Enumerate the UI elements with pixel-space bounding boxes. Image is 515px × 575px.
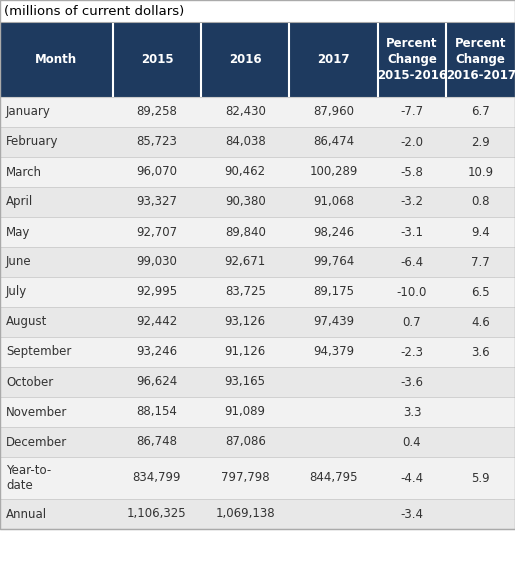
Text: 89,175: 89,175 (313, 286, 354, 298)
Text: March: March (6, 166, 42, 178)
Bar (0, 127, 515, 157)
Text: September: September (6, 346, 72, 358)
Text: 1,106,325: 1,106,325 (127, 508, 187, 520)
Text: 10.9: 10.9 (468, 166, 494, 178)
Text: October: October (6, 375, 53, 389)
Text: 86,748: 86,748 (136, 435, 178, 448)
Text: -2.0: -2.0 (401, 136, 423, 148)
Text: 2.9: 2.9 (471, 136, 490, 148)
Text: May: May (6, 225, 30, 239)
Text: -7.7: -7.7 (401, 105, 423, 118)
Text: 91,089: 91,089 (225, 405, 266, 419)
Text: 89,840: 89,840 (225, 225, 266, 239)
Bar (0, 337, 515, 367)
Bar (0, 427, 515, 457)
Text: Annual: Annual (6, 508, 47, 520)
Text: 4.6: 4.6 (471, 316, 490, 328)
Text: 89,258: 89,258 (136, 105, 177, 118)
Text: -3.2: -3.2 (401, 196, 423, 209)
Text: November: November (6, 405, 67, 419)
Text: 2015: 2015 (141, 53, 173, 66)
Text: 93,165: 93,165 (225, 375, 266, 389)
Text: 2016: 2016 (229, 53, 262, 66)
Text: 88,154: 88,154 (136, 405, 177, 419)
Text: 9.4: 9.4 (471, 225, 490, 239)
Text: 91,126: 91,126 (225, 346, 266, 358)
Text: 90,380: 90,380 (225, 196, 266, 209)
Bar (0, 157, 515, 187)
Text: 87,086: 87,086 (225, 435, 266, 448)
Text: -3.4: -3.4 (401, 508, 423, 520)
Text: 7.7: 7.7 (471, 255, 490, 269)
Text: 0.8: 0.8 (471, 196, 490, 209)
Text: 83,725: 83,725 (225, 286, 266, 298)
Text: 99,764: 99,764 (313, 255, 354, 269)
Text: January: January (6, 105, 51, 118)
Text: July: July (6, 286, 27, 298)
Text: -2.3: -2.3 (401, 346, 423, 358)
Text: 100,289: 100,289 (310, 166, 358, 178)
Text: 86,474: 86,474 (313, 136, 354, 148)
Bar (0, 397, 515, 427)
Bar (0, 277, 515, 307)
Text: 797,798: 797,798 (221, 472, 269, 485)
Text: Month: Month (36, 53, 77, 66)
Text: 94,379: 94,379 (313, 346, 354, 358)
Text: 91,068: 91,068 (313, 196, 354, 209)
Text: Percent
Change
2016-2017: Percent Change 2016-2017 (445, 37, 515, 82)
Text: 6.7: 6.7 (471, 105, 490, 118)
Text: June: June (6, 255, 31, 269)
Text: August: August (6, 316, 47, 328)
Text: 84,038: 84,038 (225, 136, 266, 148)
Text: 92,442: 92,442 (136, 316, 178, 328)
Text: (millions of current dollars): (millions of current dollars) (4, 5, 184, 17)
Text: 98,246: 98,246 (313, 225, 354, 239)
Bar (0, 499, 515, 529)
Text: 3.6: 3.6 (471, 346, 490, 358)
Text: -5.8: -5.8 (401, 166, 423, 178)
Bar (0, 187, 515, 217)
Bar (0, 22, 515, 97)
Text: -3.6: -3.6 (401, 375, 423, 389)
Text: 92,671: 92,671 (225, 255, 266, 269)
Text: February: February (6, 136, 59, 148)
Text: -6.4: -6.4 (401, 255, 423, 269)
Text: 97,439: 97,439 (313, 316, 354, 328)
Text: 844,795: 844,795 (310, 472, 358, 485)
Text: 834,799: 834,799 (133, 472, 181, 485)
Text: 87,960: 87,960 (313, 105, 354, 118)
Text: 93,126: 93,126 (225, 316, 266, 328)
Text: 2017: 2017 (317, 53, 350, 66)
Text: 93,246: 93,246 (136, 346, 178, 358)
Text: -3.1: -3.1 (401, 225, 423, 239)
Text: 85,723: 85,723 (136, 136, 177, 148)
Bar (0, 367, 515, 397)
Text: Percent
Change
2015-2016: Percent Change 2015-2016 (377, 37, 447, 82)
Text: 92,707: 92,707 (136, 225, 178, 239)
Bar (0, 247, 515, 277)
Text: 3.3: 3.3 (403, 405, 421, 419)
Text: December: December (6, 435, 67, 448)
Text: 1,069,138: 1,069,138 (215, 508, 275, 520)
Bar (0, 217, 515, 247)
Text: 96,624: 96,624 (136, 375, 178, 389)
Text: April: April (6, 196, 33, 209)
Text: -4.4: -4.4 (401, 472, 423, 485)
Bar (0, 457, 515, 499)
Text: 82,430: 82,430 (225, 105, 266, 118)
Text: 90,462: 90,462 (225, 166, 266, 178)
Text: 6.5: 6.5 (471, 286, 490, 298)
Text: 0.7: 0.7 (403, 316, 421, 328)
Text: -10.0: -10.0 (397, 286, 427, 298)
Text: 5.9: 5.9 (471, 472, 490, 485)
Text: 96,070: 96,070 (136, 166, 178, 178)
Text: 99,030: 99,030 (136, 255, 177, 269)
Text: 0.4: 0.4 (403, 435, 421, 448)
Bar (0, 307, 515, 337)
Bar (0, 97, 515, 127)
Text: 93,327: 93,327 (136, 196, 178, 209)
Text: 92,995: 92,995 (136, 286, 178, 298)
Text: Year-to-
date: Year-to- date (6, 464, 52, 492)
